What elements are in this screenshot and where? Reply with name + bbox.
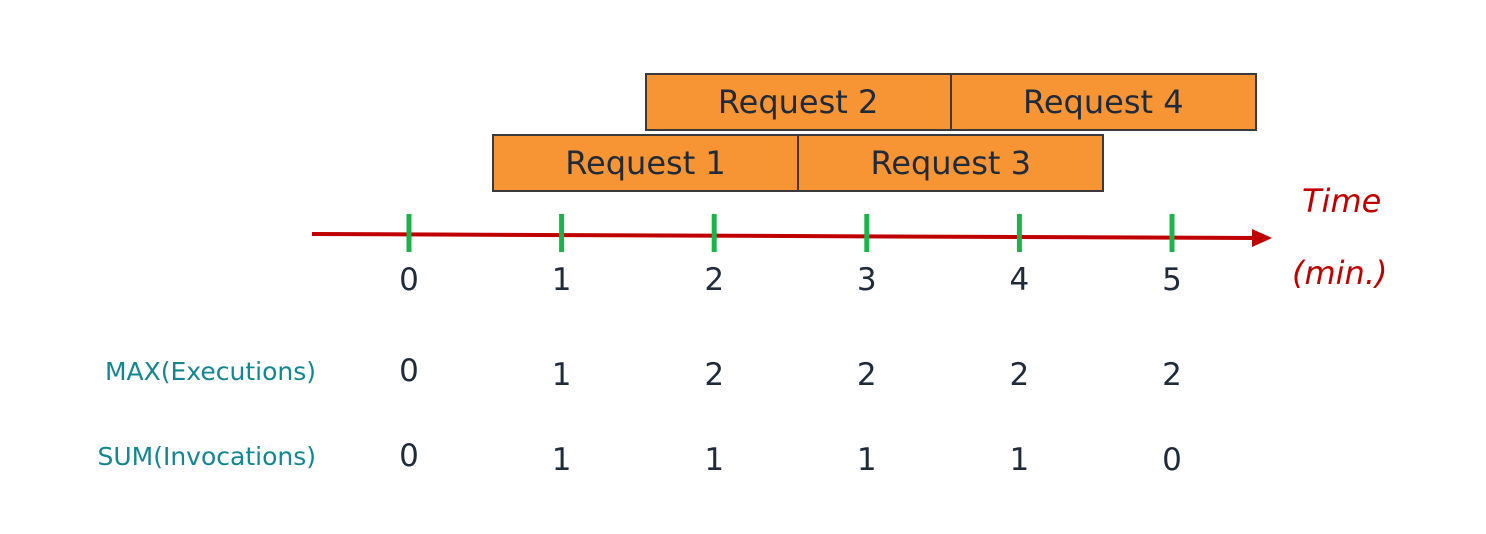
request-label: Request 3 (870, 144, 1031, 182)
metric-value: 1 (704, 442, 725, 478)
request-bar-2: Request 2 (644, 73, 952, 131)
request-label: Request 4 (1023, 83, 1184, 121)
tick-label-5: 5 (1162, 262, 1182, 298)
metric-value: 0 (399, 438, 419, 474)
axis-arrowhead-icon (1252, 229, 1272, 247)
request-bar-4: Request 4 (949, 73, 1257, 131)
request-bar-1: Request 1 (491, 134, 800, 192)
axis-title-time: Time (1302, 182, 1382, 220)
tick-label-3: 3 (856, 262, 877, 298)
tick-label-0: 0 (399, 262, 419, 298)
metric-value: 2 (1162, 357, 1182, 393)
metric-value: 1 (551, 357, 572, 393)
request-label: Request 1 (565, 144, 726, 182)
metric-value: 1 (1009, 442, 1030, 478)
tick-label-2: 2 (704, 262, 725, 298)
metric-value: 1 (856, 442, 877, 478)
metric-value: 2 (1009, 357, 1030, 393)
metric-value: 1 (551, 442, 572, 478)
tick-label-1: 1 (551, 262, 572, 298)
tick-marks (406, 214, 1175, 252)
metric-value: 2 (704, 357, 725, 393)
metric-value: 0 (399, 353, 419, 389)
metric-name: MAX(Executions) (104, 357, 316, 386)
axis-title-unit: (min.) (1292, 254, 1388, 292)
tick-label-4: 4 (1009, 262, 1030, 298)
metric-value: 0 (1162, 442, 1182, 478)
metric-name: SUM(Invocations) (97, 442, 316, 471)
request-bar-3: Request 3 (797, 134, 1105, 192)
metric-value: 2 (856, 357, 877, 393)
request-label: Request 2 (717, 83, 879, 121)
axis-line (311, 232, 1257, 240)
